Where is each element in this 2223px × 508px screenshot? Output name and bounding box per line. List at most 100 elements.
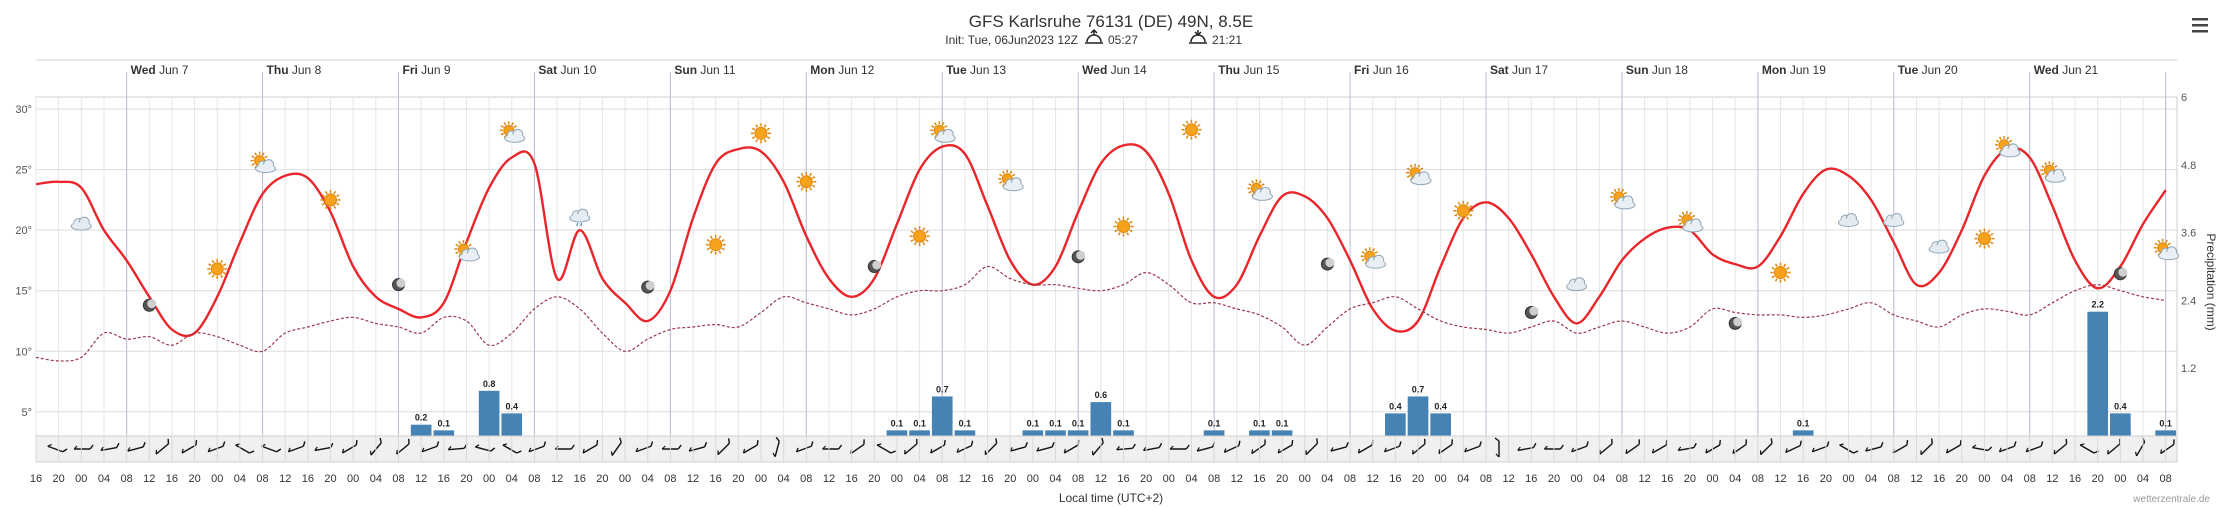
chart-title: GFS Karlsruhe 76131 (DE) 49N, 8.5E xyxy=(969,12,1253,31)
x-tick-label: 00 xyxy=(2114,473,2126,485)
wind-barb-icon xyxy=(502,443,522,454)
x-tick-label: 08 xyxy=(1072,473,1084,485)
x-tick-label: 04 xyxy=(1593,473,1605,485)
x-tick-label: 04 xyxy=(778,473,790,485)
precip-value-label: 0.1 xyxy=(1208,418,1221,428)
x-tick-label: 16 xyxy=(1661,473,1673,485)
wind-barb-icon xyxy=(1116,443,1136,451)
day-label: Wed Jun 21 xyxy=(2034,63,2099,77)
sunny-icon xyxy=(909,226,930,247)
day-label: Thu Jun 15 xyxy=(1218,63,1280,77)
day-name: Sat xyxy=(1490,63,1509,77)
sunset-time: 21:21 xyxy=(1212,33,1242,47)
wind-barb-icon xyxy=(1543,444,1564,450)
day-label: Tue Jun 13 xyxy=(946,63,1006,77)
x-tick-label: 16 xyxy=(1525,473,1537,485)
wind-barb-icon xyxy=(207,441,226,453)
moon-icon xyxy=(1524,306,1539,320)
precip-value-label: 0.6 xyxy=(1095,390,1108,400)
x-tick-label: 12 xyxy=(415,473,427,485)
x-tick-label: 16 xyxy=(1797,473,1809,485)
x-tick-label: 20 xyxy=(1684,473,1696,485)
partly-sunny-icon xyxy=(1247,179,1273,201)
wind-barb-icon xyxy=(717,438,731,456)
wind-strip xyxy=(35,435,2178,463)
precip-bar xyxy=(1271,430,1293,436)
y2-tick-label: 2.4 xyxy=(2181,295,2196,307)
moon-icon xyxy=(2113,267,2128,281)
x-tick-label: 00 xyxy=(755,473,767,485)
x-tick-label: 12 xyxy=(1095,473,1107,485)
moon-icon xyxy=(1320,257,1335,271)
x-tick-label: 08 xyxy=(528,473,540,485)
day-date: Jun 16 xyxy=(1369,63,1409,77)
wind-barb-icon xyxy=(1677,442,1697,452)
day-date: Jun 15 xyxy=(1240,63,1280,77)
precip-bar xyxy=(909,430,930,436)
wind-barb-icon xyxy=(904,438,918,455)
x-tick-label: 16 xyxy=(438,473,450,485)
day-name: Tue xyxy=(946,63,967,77)
precip-value-label: 0.1 xyxy=(1117,418,1130,428)
day-label: Thu Jun 8 xyxy=(267,63,322,77)
x-tick-label: 20 xyxy=(1412,473,1424,485)
wind-barb-icon xyxy=(772,436,780,458)
sunny-icon xyxy=(1974,228,1995,249)
partly-sunny-icon xyxy=(250,151,277,174)
x-tick-label: 16 xyxy=(1117,473,1129,485)
precip-value-label: 0.1 xyxy=(2159,418,2172,428)
hamburger-menu-icon xyxy=(2192,18,2208,33)
precip-bar xyxy=(1090,402,1112,436)
partly-sunny-icon xyxy=(454,239,480,262)
wind-barb-icon xyxy=(1251,439,1266,455)
day-name: Mon xyxy=(810,63,835,77)
precip-bar xyxy=(2155,430,2176,436)
precip-bar xyxy=(954,430,976,436)
precip-bar xyxy=(410,424,432,436)
wind-barb-icon xyxy=(235,443,255,454)
x-tick-label: 00 xyxy=(891,473,903,485)
wind-barb-icon xyxy=(47,443,68,453)
x-tick-label: 08 xyxy=(1752,473,1764,485)
day-date: Jun 20 xyxy=(1918,63,1958,77)
x-tick-label: 04 xyxy=(1865,473,1877,485)
wind-row xyxy=(35,435,2178,463)
day-date: Jun 21 xyxy=(2059,63,2099,77)
x-tick-label: 04 xyxy=(2137,473,2149,485)
y-tick-label: 20° xyxy=(15,225,32,237)
menu-button[interactable] xyxy=(2190,14,2212,34)
precip-value-label: 0.8 xyxy=(483,379,496,389)
x-tick-label: 12 xyxy=(1774,473,1786,485)
precip-value-label: 0.7 xyxy=(936,384,949,394)
precip-bar xyxy=(1203,430,1225,436)
day-name: Sun xyxy=(674,63,697,77)
x-tick-label: 16 xyxy=(166,473,178,485)
x-tick-label: 12 xyxy=(2046,473,2058,485)
rain-cloud-icon xyxy=(569,208,591,227)
precip-bar xyxy=(1022,430,1044,436)
wind-barb-icon xyxy=(1971,444,1993,452)
cloudy-icon xyxy=(1837,212,1859,227)
precip-value-label: 0.1 xyxy=(891,418,904,428)
credit-text: wetterzentrale.de xyxy=(2132,494,2210,505)
wind-barb-icon xyxy=(1091,437,1104,456)
x-tick-label: 04 xyxy=(1457,473,1469,485)
day-date: Jun 17 xyxy=(1509,63,1549,77)
x-tick-label: 08 xyxy=(1208,473,1220,485)
wind-barb-icon xyxy=(1277,439,1294,454)
x-tick-label: 08 xyxy=(392,473,404,485)
wind-barb-icon xyxy=(181,439,198,454)
day-label: Mon Jun 19 xyxy=(1762,63,1826,77)
x-axis-title: Local time (UTC+2) xyxy=(1059,491,1163,505)
partly-sunny-icon xyxy=(1360,247,1387,269)
precip-value-label: 0.1 xyxy=(438,418,451,428)
sunny-icon xyxy=(1181,119,1202,140)
precip-bar xyxy=(478,390,500,436)
x-tick-label: 04 xyxy=(370,473,382,485)
wind-barb-icon xyxy=(1412,438,1426,455)
day-label: Fri Jun 9 xyxy=(402,63,450,77)
day-label: Sun Jun 18 xyxy=(1626,63,1688,77)
wind-barb-icon xyxy=(1920,438,1934,456)
x-tick-label: 20 xyxy=(1004,473,1016,485)
day-date: Jun 14 xyxy=(1107,63,1147,77)
